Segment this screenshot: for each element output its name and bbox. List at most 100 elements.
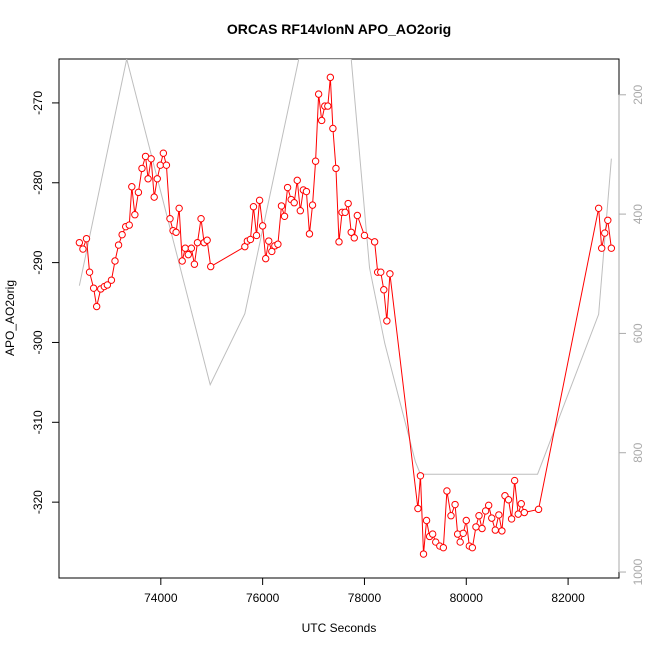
data-point xyxy=(265,237,273,245)
y2-tick-label: 1000 xyxy=(631,558,645,585)
chart-title: ORCAS RF14vlonN APO_AO2orig xyxy=(227,21,451,37)
data-point xyxy=(296,207,305,215)
data-point xyxy=(150,193,158,201)
data-point xyxy=(75,238,84,247)
data-point xyxy=(156,161,165,169)
data-point xyxy=(422,516,431,525)
data-point xyxy=(377,268,385,276)
data-point xyxy=(114,241,123,249)
data-point xyxy=(491,526,499,534)
data-point xyxy=(419,550,428,558)
data-point xyxy=(85,268,94,276)
data-point xyxy=(510,476,519,485)
data-point xyxy=(414,504,422,513)
primary-series xyxy=(75,73,616,558)
data-point xyxy=(386,270,394,278)
x-tick-label: 78000 xyxy=(348,591,382,605)
data-point xyxy=(261,254,270,263)
data-point xyxy=(475,512,483,520)
data-point xyxy=(159,149,168,157)
plot-frame xyxy=(58,58,620,579)
data-point xyxy=(443,487,451,495)
data-point xyxy=(293,176,301,185)
data-point xyxy=(341,208,349,217)
data-point xyxy=(324,102,332,110)
data-point xyxy=(478,524,486,533)
data-point xyxy=(184,250,193,259)
data-point xyxy=(203,236,211,244)
data-point xyxy=(317,116,326,125)
data-point xyxy=(344,199,352,208)
data-point xyxy=(153,175,161,183)
y2-axis: 200 400 600 800 1000 xyxy=(618,84,645,585)
primary-series-line xyxy=(78,77,612,555)
data-point xyxy=(144,175,152,183)
data-point xyxy=(504,496,513,504)
data-point xyxy=(283,183,292,192)
y2-tick-label: 600 xyxy=(631,323,645,343)
y2-tick-label: 400 xyxy=(631,204,645,224)
data-point xyxy=(172,228,180,236)
data-point xyxy=(290,199,298,207)
data-point xyxy=(484,501,493,510)
data-point xyxy=(249,203,258,211)
y-tick-label: -300 xyxy=(31,330,45,354)
data-point xyxy=(89,284,98,292)
data-point xyxy=(597,244,606,252)
data-point xyxy=(520,508,529,517)
data-point xyxy=(147,155,155,163)
data-point xyxy=(181,244,189,252)
data-point xyxy=(451,500,459,509)
data-point xyxy=(207,262,215,271)
data-point xyxy=(329,124,337,133)
data-point xyxy=(193,238,202,247)
data-point xyxy=(314,90,323,98)
data-point xyxy=(280,212,289,220)
data-point xyxy=(514,510,522,518)
x-axis: 74000 76000 78000 80000 82000 xyxy=(144,577,585,605)
data-point xyxy=(607,244,616,252)
data-point xyxy=(347,228,355,236)
x-tick-label: 82000 xyxy=(551,591,585,605)
data-point xyxy=(498,527,506,535)
data-point xyxy=(472,523,480,531)
data-point xyxy=(534,505,543,514)
data-point xyxy=(308,201,317,209)
data-point xyxy=(335,238,343,246)
data-point xyxy=(428,530,437,538)
data-point xyxy=(481,507,490,515)
data-point xyxy=(175,204,183,213)
secondary-series-line xyxy=(78,59,612,475)
data-point xyxy=(380,286,388,294)
data-point xyxy=(258,222,267,230)
x-tick-label: 76000 xyxy=(246,591,280,605)
data-point xyxy=(302,187,311,196)
x-axis-label: UTC Seconds xyxy=(302,621,377,635)
data-point xyxy=(178,257,186,265)
data-point xyxy=(111,257,119,265)
x-tick-label: 74000 xyxy=(144,591,178,605)
data-point xyxy=(507,515,516,523)
data-point xyxy=(277,202,286,210)
y-tick-label: -270 xyxy=(31,91,45,115)
data-point xyxy=(456,538,464,546)
data-point xyxy=(459,529,467,537)
data-point xyxy=(134,188,143,197)
data-point xyxy=(350,234,358,242)
y2-tick-label: 800 xyxy=(631,442,645,462)
data-point xyxy=(118,230,126,239)
data-point xyxy=(103,281,112,289)
data-point xyxy=(495,511,503,519)
y-tick-label: -310 xyxy=(31,410,45,434)
data-point xyxy=(128,183,136,191)
data-point xyxy=(594,204,603,213)
data-point xyxy=(197,214,205,223)
data-point xyxy=(92,302,101,311)
data-point xyxy=(255,196,264,205)
data-point xyxy=(187,244,196,252)
data-point xyxy=(332,164,340,173)
data-point xyxy=(517,500,525,508)
data-point xyxy=(107,276,116,284)
data-point xyxy=(246,235,255,244)
data-point xyxy=(360,231,369,240)
